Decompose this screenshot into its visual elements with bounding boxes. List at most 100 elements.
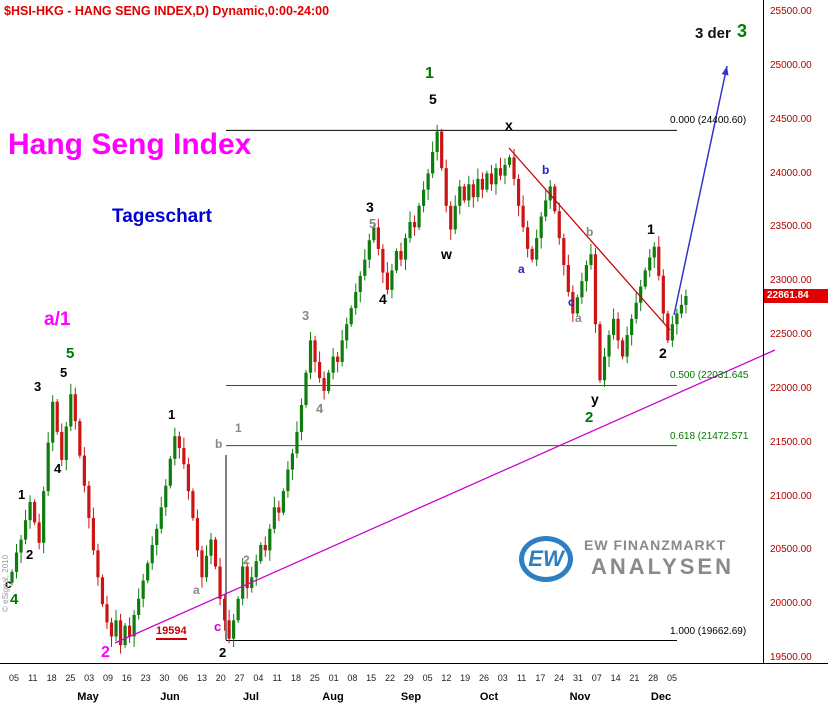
plot-border-right [763,0,764,664]
candle-body [593,254,598,325]
candle-body [218,566,222,599]
candle-body [679,304,684,314]
candle-body [480,178,484,190]
date-tick-label: 28 [648,673,659,683]
candle-body [105,604,109,623]
plot-border-bottom [0,663,828,664]
candle-body [200,550,204,578]
candle-body [539,216,543,239]
candle-body [670,324,674,341]
candle-body [634,302,638,319]
candle-body [589,254,593,266]
candle-body [141,580,145,599]
candle-body [526,227,530,249]
candle-body [462,186,466,201]
candle-body [494,168,498,185]
candle-body [503,164,507,176]
candle-body [507,157,512,165]
candle-body [421,189,426,206]
date-tick-label: 24 [554,673,565,683]
candle-body [19,539,23,553]
candle-body [64,426,68,460]
candle-body [376,227,380,249]
candle-body [661,275,665,314]
date-tick-label: 18 [46,673,57,683]
candle-body [607,335,611,357]
date-tick-label: 19 [460,673,471,683]
candle-body [602,356,607,381]
candle-body [657,246,661,276]
candle-body [621,340,625,357]
candle-body [146,563,150,581]
candle-body [290,453,295,470]
candle-body [100,577,105,605]
date-tick-label: 09 [102,673,114,683]
date-tick-label: 17 [535,673,546,683]
price-axis-label: 25000.00 [770,59,812,71]
price-axis-label: 20500.00 [770,544,812,556]
candle-body [132,614,136,637]
candle-body [186,464,190,492]
last-price-tag: 22861.84 [764,289,828,304]
candle-body [643,270,647,287]
date-tick-label: 21 [629,673,640,683]
candle-body [598,324,602,381]
candle-body [14,552,19,572]
date-tick-label: 26 [478,673,490,683]
month-label: Jul [243,691,259,703]
date-tick-label: 25 [309,673,320,683]
date-tick-label: 27 [234,673,245,683]
date-tick-label: 04 [253,673,264,683]
price-axis-label: 23500.00 [770,221,812,233]
candle-body [390,270,394,290]
date-tick-label: 11 [28,673,38,683]
candle-body [530,248,534,260]
candle-body [150,544,154,564]
date-tick-label: 11 [516,673,527,683]
candle-body [367,240,371,260]
date-tick-label: 22 [384,673,396,683]
candle-body [453,205,457,230]
candle-body [458,186,462,206]
candle-body [435,131,439,152]
candle-body [82,455,86,486]
candle-body [485,173,489,190]
candle-body [521,205,525,228]
date-tick-label: 05 [422,673,433,683]
date-tick-label: 11 [272,673,282,683]
date-tick-label: 01 [328,673,339,683]
month-label: May [77,691,99,703]
fib-level-label: 0.000 (24400.60) [670,115,747,127]
candle-body [96,550,100,578]
candles [10,124,688,654]
candle-body [78,421,82,456]
price-axis-label: 21500.00 [770,436,812,448]
ew-logo-icon: EW [519,536,573,582]
price-axis-label: 21000.00 [770,490,812,502]
date-tick-label: 05 [8,673,20,683]
candle-body [232,620,236,639]
candle-body [123,625,127,646]
fib-level-label: 0.500 (22031.645 [670,370,749,382]
candle-body [204,555,209,578]
candle-body [55,401,59,432]
timeframe-label: Tageschart [112,206,212,227]
candle-body [535,238,539,260]
candle-body [127,625,132,637]
candle-body [28,501,32,521]
candle-body [313,340,317,362]
date-tick-label: 18 [290,673,302,683]
candle-body [317,361,322,379]
candle-body [675,313,679,325]
candle-body [345,324,349,341]
candle-body [159,507,163,529]
candle-body [263,544,267,551]
candle-body [625,335,629,357]
candle-body [440,131,444,169]
candle-body [272,507,276,529]
candle-body [241,566,245,599]
candle-body [412,221,417,228]
candle-body [363,259,367,276]
